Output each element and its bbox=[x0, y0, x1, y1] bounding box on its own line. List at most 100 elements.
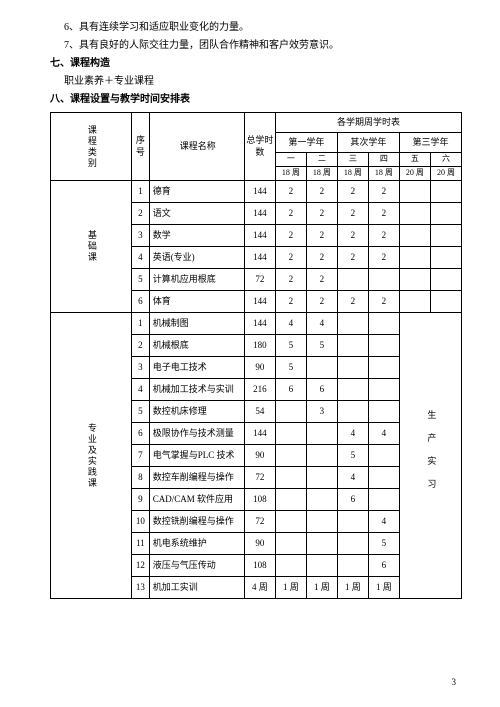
cell-s3: 2 bbox=[337, 247, 368, 269]
cell-s3: 5 bbox=[337, 445, 368, 467]
cell-s5 bbox=[399, 247, 430, 269]
cell-total: 144 bbox=[244, 423, 275, 445]
cell-s1: 2 bbox=[275, 291, 306, 313]
cell-s2 bbox=[306, 467, 337, 489]
cell-total: 144 bbox=[244, 313, 275, 335]
cell-s5 bbox=[399, 203, 430, 225]
cell-name: 数控机床修理 bbox=[149, 401, 244, 423]
sem-6: 六 bbox=[430, 153, 461, 167]
cell-s6 bbox=[430, 269, 461, 291]
cell-s4: 4 bbox=[368, 423, 399, 445]
cell-idx: 4 bbox=[131, 247, 149, 269]
cell-total: 180 bbox=[244, 335, 275, 357]
cell-idx: 3 bbox=[131, 357, 149, 379]
cell-total: 90 bbox=[244, 533, 275, 555]
cell-s4 bbox=[368, 467, 399, 489]
cell-s4: 5 bbox=[368, 533, 399, 555]
heading-7: 七、课程构造 bbox=[50, 56, 462, 72]
year-2: 其次学年 bbox=[337, 133, 399, 153]
heading-7-sub: 职业素养＋专业课程 bbox=[64, 74, 462, 90]
cell-s4: 4 bbox=[368, 511, 399, 533]
cell-s2: 2 bbox=[306, 247, 337, 269]
cell-s4: 2 bbox=[368, 225, 399, 247]
cell-s3: 4 bbox=[337, 423, 368, 445]
cell-s5 bbox=[399, 269, 430, 291]
cell-total: 216 bbox=[244, 379, 275, 401]
cell-s1: 5 bbox=[275, 335, 306, 357]
cell-s1: 2 bbox=[275, 269, 306, 291]
cell-total: 4 周 bbox=[244, 577, 275, 599]
cell-name: 机电系统维护 bbox=[149, 533, 244, 555]
cell-total: 72 bbox=[244, 511, 275, 533]
cell-s3 bbox=[337, 269, 368, 291]
sem-2: 二 bbox=[306, 153, 337, 167]
cell-s2: 2 bbox=[306, 269, 337, 291]
cell-s3: 2 bbox=[337, 181, 368, 203]
cell-s3: 1 周 bbox=[337, 577, 368, 599]
sem-3: 三 bbox=[337, 153, 368, 167]
weeks-3: 18 周 bbox=[337, 167, 368, 181]
cell-s2 bbox=[306, 357, 337, 379]
cell-s2: 5 bbox=[306, 335, 337, 357]
cell-idx: 12 bbox=[131, 555, 149, 577]
cell-s3: 2 bbox=[337, 291, 368, 313]
cell-s2 bbox=[306, 423, 337, 445]
cell-s3: 6 bbox=[337, 489, 368, 511]
cell-s6 bbox=[430, 247, 461, 269]
cell-total: 144 bbox=[244, 291, 275, 313]
cell-s4 bbox=[368, 379, 399, 401]
cell-s2: 2 bbox=[306, 181, 337, 203]
col-index: 序号 bbox=[131, 113, 149, 181]
cell-total: 144 bbox=[244, 203, 275, 225]
cell-s4 bbox=[368, 313, 399, 335]
cell-idx: 5 bbox=[131, 269, 149, 291]
cell-s2 bbox=[306, 445, 337, 467]
cell-idx: 6 bbox=[131, 423, 149, 445]
cell-s1: 2 bbox=[275, 203, 306, 225]
cell-total: 144 bbox=[244, 247, 275, 269]
col-course-name: 课程名称 bbox=[149, 113, 244, 181]
cell-s4: 2 bbox=[368, 247, 399, 269]
cell-s2: 2 bbox=[306, 291, 337, 313]
cell-s5 bbox=[399, 225, 430, 247]
weeks-2: 18 周 bbox=[306, 167, 337, 181]
cell-idx: 3 bbox=[131, 225, 149, 247]
cell-s1 bbox=[275, 401, 306, 423]
cell-total: 108 bbox=[244, 555, 275, 577]
table-row: 专业及实践课 1机械制图144 44 生产实习 bbox=[51, 313, 462, 335]
cell-s2: 2 bbox=[306, 203, 337, 225]
cell-s3 bbox=[337, 335, 368, 357]
cell-s4 bbox=[368, 269, 399, 291]
cell-s1 bbox=[275, 511, 306, 533]
cell-name: 计算机应用根底 bbox=[149, 269, 244, 291]
cell-total: 90 bbox=[244, 445, 275, 467]
sem-4: 四 bbox=[368, 153, 399, 167]
cell-name: 极限协作与技术测量 bbox=[149, 423, 244, 445]
cell-s1: 2 bbox=[275, 225, 306, 247]
sem-5: 五 bbox=[399, 153, 430, 167]
cell-s1 bbox=[275, 489, 306, 511]
cell-s3 bbox=[337, 379, 368, 401]
weeks-6: 20 周 bbox=[430, 167, 461, 181]
cell-s4 bbox=[368, 401, 399, 423]
cell-idx: 9 bbox=[131, 489, 149, 511]
cell-s3 bbox=[337, 357, 368, 379]
cell-s4: 2 bbox=[368, 291, 399, 313]
cell-s6 bbox=[430, 203, 461, 225]
cell-total: 108 bbox=[244, 489, 275, 511]
sem-1: 一 bbox=[275, 153, 306, 167]
cell-name: 英语(专业) bbox=[149, 247, 244, 269]
heading-8: 八、课程设置与教学时间安排表 bbox=[50, 92, 462, 108]
cell-s1: 2 bbox=[275, 181, 306, 203]
cell-s1 bbox=[275, 423, 306, 445]
cell-total: 72 bbox=[244, 269, 275, 291]
cell-s3: 4 bbox=[337, 467, 368, 489]
cell-name: 数控车削编程与操作 bbox=[149, 467, 244, 489]
header-row-1: 课程类别 序号 课程名称 总学时数 各学期周学时表 bbox=[51, 113, 462, 133]
cell-name: 体育 bbox=[149, 291, 244, 313]
cell-s3 bbox=[337, 511, 368, 533]
cell-s3: 2 bbox=[337, 225, 368, 247]
cell-s3 bbox=[337, 313, 368, 335]
cell-s4: 1 周 bbox=[368, 577, 399, 599]
cell-idx: 7 bbox=[131, 445, 149, 467]
